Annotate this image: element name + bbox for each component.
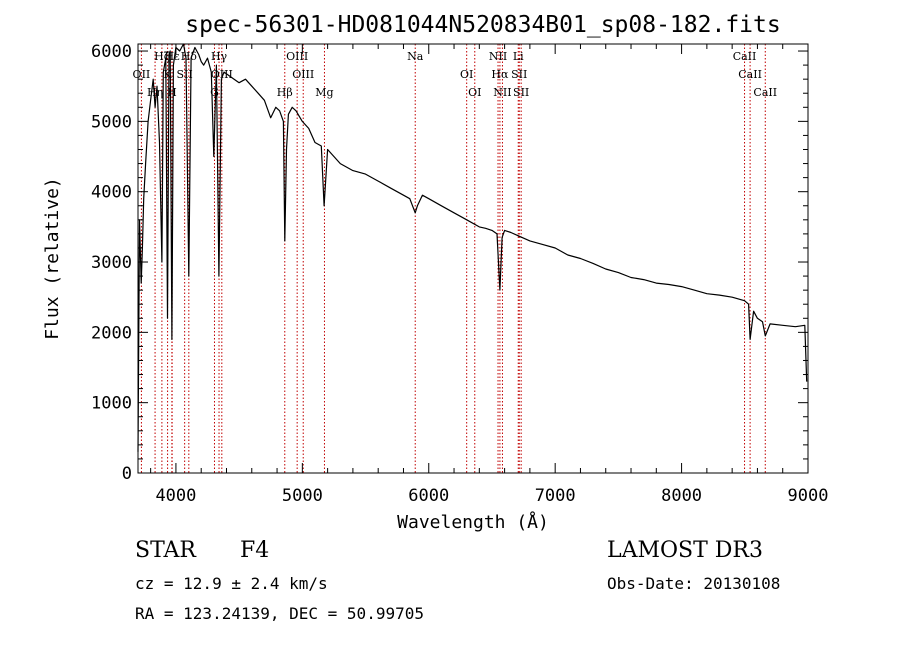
plot-frame: [137, 43, 809, 474]
x-tick-label-4000: 4000: [155, 486, 196, 506]
marker-label-Oii-3727: OII: [133, 68, 151, 81]
marker-label-OIII-5007: OIII: [292, 68, 314, 81]
marker-label-CaII-H: H: [167, 86, 177, 99]
y-tick-label-5000: 5000: [91, 112, 132, 132]
marker-label-CaII-8542: CaII: [738, 68, 762, 81]
marker-label-NII-6583: NII: [493, 86, 511, 99]
y-tick-label-3000: 3000: [91, 253, 132, 273]
x-tick-label-7000: 7000: [535, 486, 576, 506]
subclass: F4: [240, 538, 270, 563]
y-tick-label-0: 0: [122, 464, 132, 484]
marker-label-CaII-8662: CaII: [753, 86, 777, 99]
marker-label-SII-6716: SII: [511, 68, 527, 81]
marker-label-H-eta: Hη: [147, 86, 163, 99]
survey-name: LAMOST DR3: [607, 538, 763, 563]
marker-label-Mg: Mg: [315, 86, 333, 99]
marker-label-H-beta: Hβ: [277, 86, 293, 99]
marker-label-OI-6300: OI: [460, 68, 473, 81]
y-tick-label-6000: 6000: [91, 42, 132, 62]
y-tick-label-4000: 4000: [91, 183, 132, 203]
spectrum-line: [137, 43, 808, 452]
marker-label-H-delta: Hδ: [181, 50, 198, 63]
marker-label-SII-6731: SII: [513, 86, 529, 99]
y-axis-label: Flux (relative): [42, 177, 63, 340]
x-tick-label-6000: 6000: [408, 486, 449, 506]
marker-label-CaII-K: K: [163, 68, 172, 81]
x-tick-label-9000: 9000: [788, 486, 829, 506]
spectrum-chart: HδOIIHηHζKHHεSIIGHγOIIIHβOIIIOIIIMgNaOIO…: [42, 12, 829, 533]
x-tick-label-5000: 5000: [282, 486, 323, 506]
obs-date: Obs-Date: 20130108: [607, 574, 781, 593]
marker-label-H-alpha: Hα: [491, 68, 509, 81]
marker-label-OI-6364: OI: [468, 86, 481, 99]
marker-label-G-band: G: [210, 86, 219, 99]
marker-label-OIII-4959: OIII: [286, 50, 308, 63]
coordinates: RA = 123.24139, DEC = 50.99705: [135, 604, 424, 623]
y-tick-label-1000: 1000: [91, 394, 132, 414]
marker-label-Na: Na: [407, 50, 424, 63]
marker-label-H-epsilon: Hε: [164, 50, 180, 63]
redshift-text: cz = 12.9 ± 2.4 km/s: [135, 574, 328, 593]
x-tick-label-8000: 8000: [661, 486, 702, 506]
x-axis-label: Wavelength (Å): [397, 511, 549, 533]
y-tick-label-2000: 2000: [91, 323, 132, 343]
marker-label-CaII-8498: CaII: [733, 50, 757, 63]
marker-label-NII-6548: NII: [489, 50, 507, 63]
object-class: STAR: [135, 538, 196, 563]
marker-label-SII-4069: SII: [177, 68, 193, 81]
marker-label-H-gamma: Hγ: [211, 50, 228, 63]
marker-label-Li: Li: [513, 50, 524, 63]
chart-title: spec-56301-HD081044N520834B01_sp08-182.f…: [185, 12, 780, 38]
